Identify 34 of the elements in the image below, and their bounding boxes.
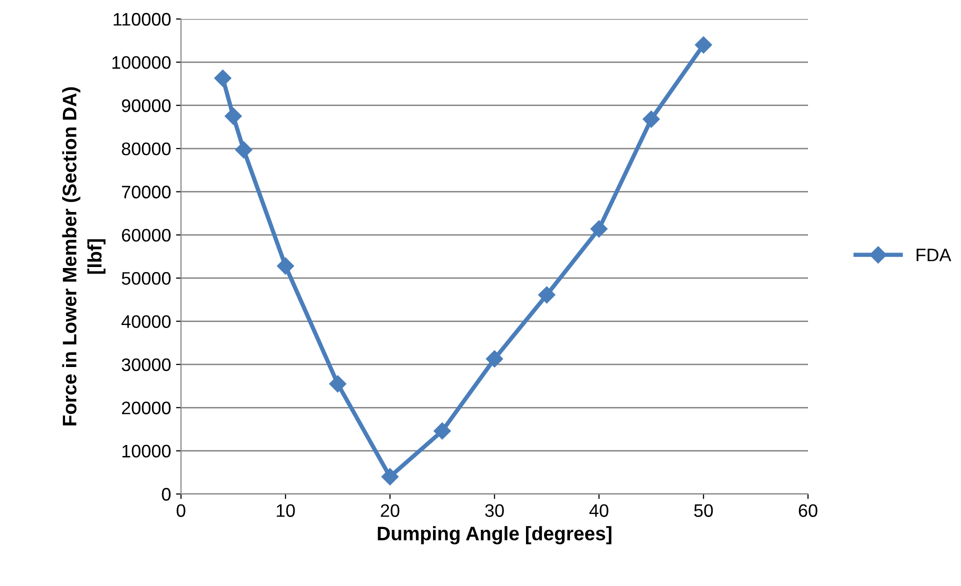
y-tick-label: 50000 <box>122 272 171 285</box>
x-tick-label: 50 <box>694 504 713 517</box>
y-tick-label: 110000 <box>114 12 171 26</box>
legend-label: FDA <box>916 248 952 262</box>
point <box>486 350 504 368</box>
x-tick-label: 20 <box>380 504 400 517</box>
point <box>381 468 399 486</box>
point <box>694 36 712 54</box>
x-tick-label: 0 <box>176 504 186 517</box>
y-axis-title: Force in Lower Member (Section DA) [lbf] <box>62 87 106 426</box>
point <box>434 422 451 440</box>
point <box>642 110 660 128</box>
y-tick-label: 20000 <box>122 402 171 414</box>
x-tick-label: 30 <box>485 504 504 517</box>
x-tick-label: 60 <box>798 504 818 517</box>
x-axis-title: Dumping Angle [degrees] <box>378 526 612 544</box>
x-tick-label: 10 <box>276 504 295 517</box>
point <box>224 108 242 125</box>
point <box>235 141 252 158</box>
y-tick-label: 10000 <box>122 444 171 458</box>
y-tick-label: 80000 <box>122 142 171 156</box>
y-tick-label: 40000 <box>121 315 171 328</box>
y-tick-label: 0 <box>162 488 171 501</box>
point <box>329 375 346 392</box>
point <box>538 286 556 304</box>
y-tick-label: 90000 <box>122 99 171 112</box>
point <box>276 257 294 275</box>
y-tick-label: 30000 <box>122 358 171 372</box>
y-tick-label: 60000 <box>122 228 171 242</box>
x-tick-label: 40 <box>589 504 608 517</box>
y-tick-label: 100000 <box>112 56 171 69</box>
point <box>214 70 232 87</box>
point <box>590 220 608 238</box>
y-tick-label: 70000 <box>122 186 171 198</box>
